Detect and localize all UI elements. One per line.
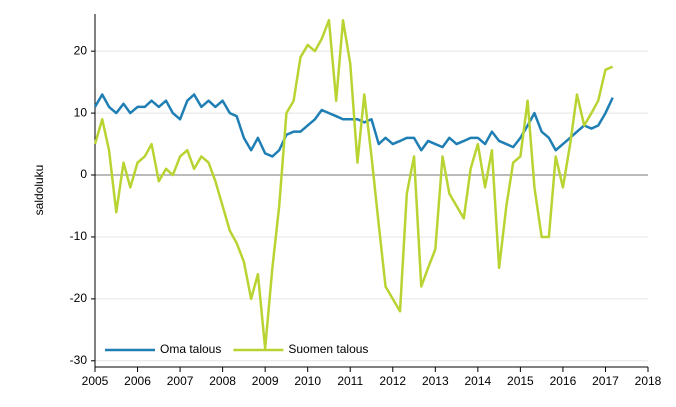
x-tick-label: 2005 [82, 374, 109, 388]
x-tick-label: 2011 [337, 374, 363, 388]
x-tick-label: 2012 [379, 374, 406, 388]
y-tick-label: -20 [70, 291, 88, 305]
y-tick-label: 0 [80, 167, 87, 181]
line-series [93, 18, 614, 350]
y-tick-label: 20 [74, 43, 88, 57]
x-tick-label: 2014 [464, 374, 491, 388]
x-tick-label: 2009 [252, 374, 279, 388]
x-tick-label: 2006 [124, 374, 151, 388]
x-tick-label: 2010 [294, 374, 321, 388]
y-tick-label: -30 [70, 353, 88, 367]
x-tick-label: 2018 [635, 374, 662, 388]
x-tick-label: 2016 [550, 374, 577, 388]
x-tick-label: 2008 [209, 374, 236, 388]
y-tick-label: 10 [74, 105, 88, 119]
x-tick-label: 2017 [592, 374, 619, 388]
y-axis-label: saldoluku [32, 165, 46, 216]
x-tick-label: 2007 [167, 374, 194, 388]
legend-label: Oma talous [160, 342, 221, 356]
y-tick-label: -10 [70, 229, 88, 243]
legend-label: Suomen talous [288, 342, 368, 356]
x-tick-label: 2015 [507, 374, 534, 388]
x-tick-label: 2013 [422, 374, 449, 388]
